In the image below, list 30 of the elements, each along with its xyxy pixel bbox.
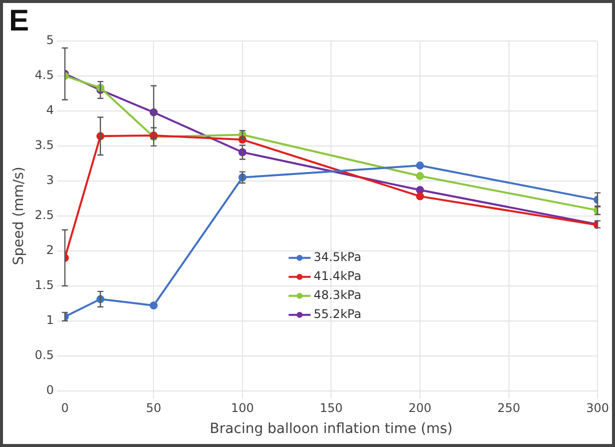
y-tick-label: 3.5 — [34, 138, 54, 152]
legend-label: 41.4kPa — [314, 269, 362, 283]
y-tick-label: 5 — [46, 33, 54, 48]
y-tick-label: 2.5 — [34, 208, 54, 222]
legend-label: 48.3kPa — [314, 288, 362, 302]
legend-label: 34.5kPa — [314, 250, 362, 264]
x-tick-label: 0 — [61, 401, 69, 416]
x-tick-label: 150 — [320, 401, 343, 416]
x-axis-title: Bracing balloon inflation time (ms) — [210, 421, 453, 438]
x-tick-label: 300 — [586, 401, 609, 416]
legend-label: 55.2kPa — [314, 307, 362, 321]
y-tick-label: 1 — [46, 312, 54, 327]
point — [416, 192, 424, 200]
x-tick-label: 250 — [497, 401, 520, 416]
x-tick-label: 50 — [146, 401, 162, 416]
x-tick-label: 100 — [230, 401, 254, 416]
point — [416, 162, 424, 170]
y-tick-label: 2 — [46, 243, 54, 258]
y-tick-label: 4.5 — [34, 68, 54, 82]
y-tick-label: 1.5 — [34, 278, 54, 292]
point — [416, 172, 424, 180]
y-tick-label: 3 — [46, 173, 54, 188]
x-tick-label: 200 — [408, 401, 432, 416]
point — [150, 301, 158, 310]
y-tick-label: 4 — [46, 103, 54, 118]
y-tick-label: 0.5 — [34, 348, 54, 362]
y-tick-label: 0 — [46, 382, 54, 397]
text: E — [9, 4, 30, 38]
y-axis-title: Speed (mm/s) — [11, 166, 28, 266]
point — [416, 186, 424, 194]
